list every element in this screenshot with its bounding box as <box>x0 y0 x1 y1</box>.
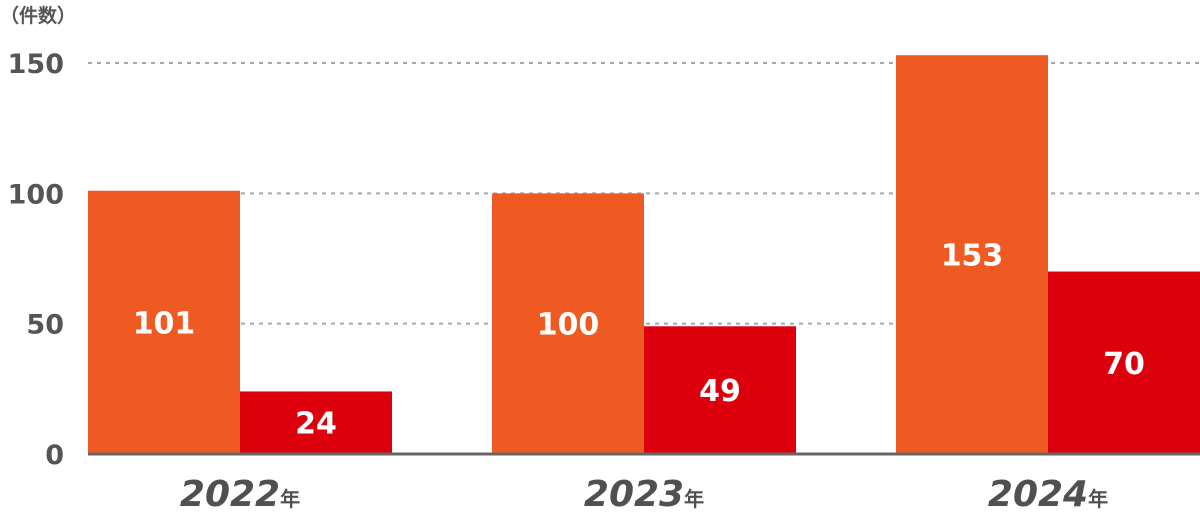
data-label-2024-series2: 70 <box>1103 347 1145 382</box>
bars <box>88 55 1200 455</box>
y-tick-label-150: 150 <box>8 49 64 80</box>
bar-2023-series1 <box>492 193 644 455</box>
bar-2022-series2 <box>240 391 392 454</box>
bar-2024-series1 <box>896 55 1048 455</box>
data-label-2022-series1: 101 <box>133 306 196 341</box>
x-axis-categories: 2022年 2023年 2024年 <box>180 474 1108 515</box>
data-label-2023-series1: 100 <box>537 308 600 343</box>
bar-2024-series2 <box>1048 271 1200 454</box>
data-label-2022-series2: 24 <box>295 407 337 442</box>
y-axis-ticks: 0 50 100 150 <box>8 49 64 471</box>
data-label-2023-series2: 49 <box>699 374 741 409</box>
y-tick-label-50: 50 <box>26 310 64 341</box>
x-category-label-2023: 2023年 <box>584 474 704 515</box>
bar-2023-series2 <box>644 326 796 454</box>
y-tick-label-100: 100 <box>8 179 64 210</box>
y-tick-label-0: 0 <box>45 440 64 471</box>
y-axis-unit-label: （件数） <box>0 4 76 27</box>
bar-2022-series1 <box>88 190 240 454</box>
data-labels: 101 24 100 49 153 70 <box>133 239 1145 442</box>
data-label-2024-series1: 153 <box>941 239 1004 274</box>
x-category-label-2022: 2022年 <box>180 474 300 515</box>
x-category-label-2024: 2024年 <box>988 474 1108 515</box>
